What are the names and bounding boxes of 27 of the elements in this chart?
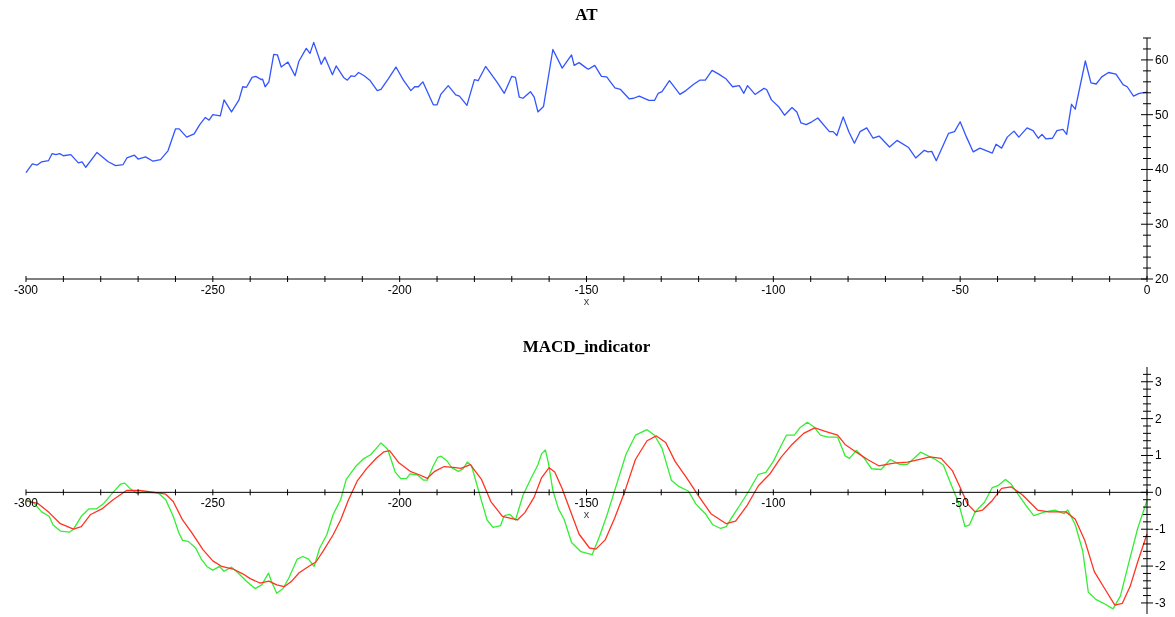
chart-title: MACD_indicator: [522, 337, 651, 356]
x-tick-label: -150: [574, 283, 599, 297]
y-tick-label: 30: [1155, 217, 1169, 232]
x-tick-label: -100: [761, 496, 786, 511]
x-tick-label: -200: [387, 283, 412, 297]
y-tick-label: 3: [1155, 374, 1162, 389]
y-tick-label: 40: [1155, 162, 1169, 177]
x-tick-label: -300: [13, 283, 39, 297]
y-tick-label: 50: [1155, 107, 1169, 122]
x-tick-label: -200: [387, 496, 412, 511]
x-tick-label: -50: [951, 283, 970, 297]
chart-title: AT: [575, 5, 599, 24]
y-tick-label: -2: [1155, 559, 1166, 574]
x-axis-title: x: [583, 508, 590, 521]
x-tick-label: -250: [200, 496, 226, 511]
y-tick-label: 0: [1155, 485, 1162, 500]
x-axis-title: x: [583, 295, 590, 307]
y-tick-label: 2: [1155, 411, 1162, 426]
x-tick-label: 0: [1143, 283, 1151, 297]
x-tick-label: -250: [200, 283, 226, 297]
y-tick-label: 1: [1155, 448, 1162, 463]
y-tick-label: 20: [1155, 272, 1169, 286]
x-tick-label: -150: [574, 496, 599, 511]
y-tick-label: -3: [1155, 595, 1166, 610]
y-tick-label: -1: [1155, 522, 1166, 537]
y-tick-label: 60: [1155, 52, 1169, 67]
x-tick-label: -100: [761, 283, 786, 297]
